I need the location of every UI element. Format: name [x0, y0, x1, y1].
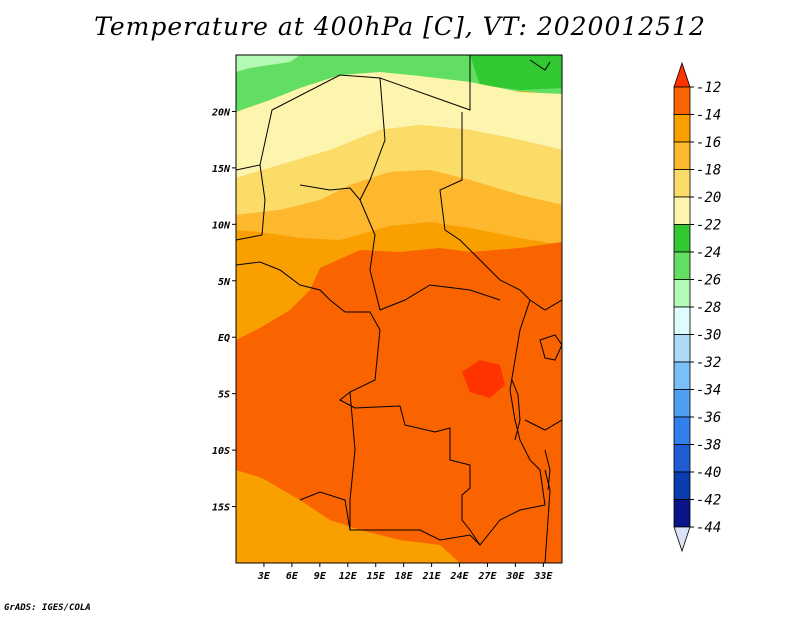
colorbar-label: -12 — [696, 80, 721, 96]
field-band-22-24 — [470, 55, 562, 90]
lat-tick-label: 20N — [211, 107, 231, 118]
lat-tick-label: 15S — [212, 503, 230, 514]
border-chad-car — [359, 199, 501, 311]
colorbar-swatch — [673, 306, 691, 335]
colorbar-swatch — [673, 86, 691, 115]
longitude-axis: 3E 6E 9E 12E 15E 18E 21E 24E 27E 30E 33E — [257, 563, 553, 582]
field-band-18-20 — [236, 125, 562, 215]
lake-malawi — [544, 449, 551, 491]
lake-victoria — [539, 334, 562, 361]
colorbar-swatch — [673, 471, 691, 500]
colorbar-swatch — [673, 279, 691, 308]
colorbar: -12 -14 -16 -18 -20 -22 -24 -26 -28 -30 -32 -34 -36 -… — [673, 61, 721, 553]
border-malawi-mozambique — [544, 469, 551, 563]
colorbar-label: -34 — [696, 383, 721, 399]
colorbar-label: -16 — [696, 135, 721, 151]
nile-delta-coast — [529, 59, 551, 71]
colorbar-label: -44 — [696, 520, 721, 536]
lon-tick-label: 3E — [257, 571, 271, 582]
lon-tick-label: 9E — [314, 571, 327, 582]
colorbar-bottom-arrow — [673, 526, 691, 553]
country-borders — [236, 55, 562, 563]
lon-tick-label: 30E — [505, 571, 525, 582]
lon-tick-label: 33E — [533, 571, 553, 582]
colorbar-label: -32 — [696, 355, 721, 371]
lat-tick-label: EQ — [218, 333, 230, 344]
field-band-26-28 — [236, 55, 300, 72]
colorbar-swatch — [673, 169, 691, 198]
colorbar-swatch — [673, 141, 691, 170]
colorbar-swatch — [673, 389, 691, 418]
colorbar-swatch — [673, 499, 691, 528]
colorbar-swatch — [673, 444, 691, 473]
lon-tick-label: 12E — [339, 571, 358, 582]
colorbar-swatch — [673, 196, 691, 225]
lon-tick-label: 27E — [477, 571, 497, 582]
colorbar-label: -22 — [696, 218, 721, 234]
grads-credit: GrADS: IGES/COLA — [4, 603, 91, 613]
colorbar-label: -36 — [696, 410, 721, 426]
temperature-field — [236, 55, 562, 563]
lon-tick-label: 15E — [367, 571, 386, 582]
border-east-africa — [509, 299, 546, 506]
colorbar-label: -24 — [696, 245, 721, 261]
colorbar-swatch — [673, 361, 691, 390]
colorbar-swatch — [673, 224, 691, 253]
lat-tick-label: 5S — [218, 390, 230, 401]
colorbar-label: -30 — [696, 328, 721, 344]
lon-tick-label: 21E — [422, 571, 442, 582]
colorbar-label: -18 — [696, 163, 721, 179]
lat-tick-label: 10S — [212, 446, 230, 457]
latitude-axis: 20N 15N 10N 5N EQ 5S 10S 15S — [211, 107, 236, 514]
border-north-west — [236, 74, 386, 201]
lat-tick-label: 5N — [218, 277, 231, 288]
lon-tick-label: 18E — [395, 571, 414, 582]
colorbar-label: -14 — [696, 108, 721, 124]
colorbar-label: -26 — [696, 273, 721, 289]
border-west-africa — [236, 164, 266, 241]
field-band-12-14 — [236, 242, 562, 563]
colorbar-top-arrow — [673, 61, 691, 88]
border-niger-nigeria — [299, 184, 361, 201]
border-sudan-chad — [439, 112, 531, 301]
colorbar-label: -28 — [696, 300, 721, 316]
field-band-20-22 — [236, 72, 562, 178]
border-coastal-south — [299, 491, 351, 531]
lat-tick-label: 15N — [212, 164, 231, 175]
lat-tick-label: 10N — [212, 220, 231, 231]
colorbar-swatch — [673, 416, 691, 445]
map-frame — [235, 54, 563, 564]
border-angola-namibia-zambia — [349, 391, 546, 546]
field-band-warmest — [462, 360, 505, 398]
chart-title: Temperature at 400hPa [C], VT: 202001251… — [94, 12, 706, 41]
colorbar-swatch — [673, 251, 691, 280]
border-libya-egypt — [379, 55, 471, 111]
lake-tanganyika — [511, 379, 521, 441]
colorbar-label: -42 — [696, 493, 721, 509]
colorbar-label: -38 — [696, 438, 721, 454]
colorbar-swatch — [673, 334, 691, 363]
colorbar-swatch — [673, 114, 691, 143]
field-band-16-18 — [236, 170, 562, 245]
lon-tick-label: 6E — [286, 571, 299, 582]
border-uganda-kenya — [529, 299, 562, 311]
colorbar-label: -40 — [696, 465, 721, 481]
border-tanzania — [524, 419, 562, 431]
lon-tick-label: 24E — [450, 571, 470, 582]
colorbar-label: -20 — [696, 190, 721, 206]
border-angola-drc — [354, 405, 481, 546]
